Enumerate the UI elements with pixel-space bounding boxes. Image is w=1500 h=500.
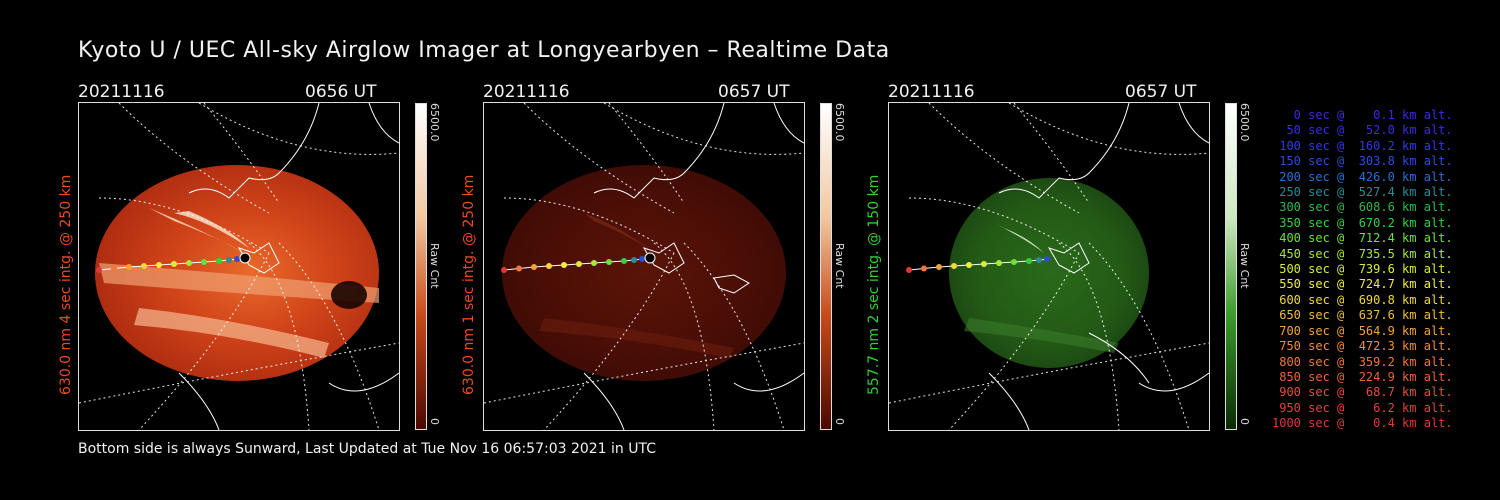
panel-1-ylabel: 630.0 nm 4 sec intg. @ 250 km [58,174,74,395]
grid-lines [484,103,804,430]
colorbar-1 [415,103,427,430]
aurora-band [99,263,379,303]
colorbar-3-title: Raw Cnt [1238,243,1251,289]
satellite-points [906,256,1050,273]
colorbar-1-max: 6500.0 [428,103,441,142]
legend-row: 750 sec @ 472.3 km alt. [1272,339,1453,354]
panel-3-date: 20211116 [888,82,975,102]
colorbar-3-min: 0 [1238,418,1251,425]
colorbar-2-max: 6500.0 [833,103,846,142]
legend-row: 900 sec @ 68.7 km alt. [1272,385,1453,400]
panel-1-image [78,102,400,431]
panel-3-time: 0657 UT [1125,82,1197,102]
legend-row: 250 sec @ 527.4 km alt. [1272,185,1453,200]
legend-row: 700 sec @ 564.9 km alt. [1272,323,1453,338]
footer-note: Bottom side is always Sunward, Last Upda… [78,441,656,457]
legend-row: 100 sec @ 160.2 km alt. [1272,138,1453,153]
aurora-band [134,308,329,358]
aurora-band [539,318,734,358]
legend-row: 850 sec @ 224.9 km alt. [1272,369,1453,384]
panel-3-image [888,102,1210,431]
colorbar-2 [820,103,832,430]
coastlines [988,103,1209,430]
legend-row: 200 sec @ 426.0 km alt. [1272,169,1453,184]
satellite-points [501,252,656,273]
legend-row: 950 sec @ 6.2 km alt. [1272,400,1453,415]
legend-row: 500 sec @ 739.6 km alt. [1272,262,1453,277]
legend-row: 1000 sec @ 0.4 km alt. [1272,416,1453,431]
altitude-legend: 0 sec @ 0.1 km alt. 50 sec @ 52.0 km alt… [1272,108,1453,432]
legend-row: 350 sec @ 670.2 km alt. [1272,215,1453,230]
legend-row: 300 sec @ 608.6 km alt. [1272,200,1453,215]
panel-1-time: 0656 UT [305,82,377,102]
legend-row: 600 sec @ 690.8 km alt. [1272,292,1453,307]
aurora-arc [149,208,244,253]
allsky-image-2 [484,103,804,430]
legend-row: 150 sec @ 303.8 km alt. [1272,154,1453,169]
panel-3-ylabel: 557.7 nm 2 sec intg. @ 150 km [866,174,882,395]
legend-row: 450 sec @ 735.5 km alt. [1272,246,1453,261]
legend-row: 50 sec @ 52.0 km alt. [1272,123,1453,138]
panel-2-time: 0657 UT [718,82,790,102]
legend-row: 0 sec @ 0.1 km alt. [1272,108,1453,122]
grid-lines [79,103,399,430]
grid-lines [889,103,1209,430]
legend-row: 400 sec @ 712.4 km alt. [1272,231,1453,246]
coastlines [583,103,804,430]
airglow-disk [502,165,786,381]
page-title: Kyoto U / UEC All-sky Airglow Imager at … [78,38,890,63]
allsky-image-3 [889,103,1209,430]
colorbar-3 [1225,103,1237,430]
aurora-arc [584,213,654,253]
legend-row: 550 sec @ 724.7 km alt. [1272,277,1453,292]
allsky-image-1 [79,103,399,430]
legend-row: 650 sec @ 637.6 km alt. [1272,308,1453,323]
aurora-band [964,318,1119,353]
panel-2-image [483,102,805,431]
colorbar-1-title: Raw Cnt [428,243,441,289]
panel-1-date: 20211116 [78,82,165,102]
colorbar-1-min: 0 [428,418,441,425]
colorbar-2-min: 0 [833,418,846,425]
legend-row: 800 sec @ 359.2 km alt. [1272,354,1453,369]
colorbar-3-max: 6500.0 [1238,103,1251,142]
colorbar-2-title: Raw Cnt [833,243,846,289]
satellite-points [96,252,251,273]
aurora-arc [174,211,249,248]
panel-2-ylabel: 630.0 nm 1 sec intg. @ 250 km [461,174,477,395]
dark-spot [331,281,367,309]
coastlines [178,103,399,430]
panel-2-date: 20211116 [483,82,570,102]
